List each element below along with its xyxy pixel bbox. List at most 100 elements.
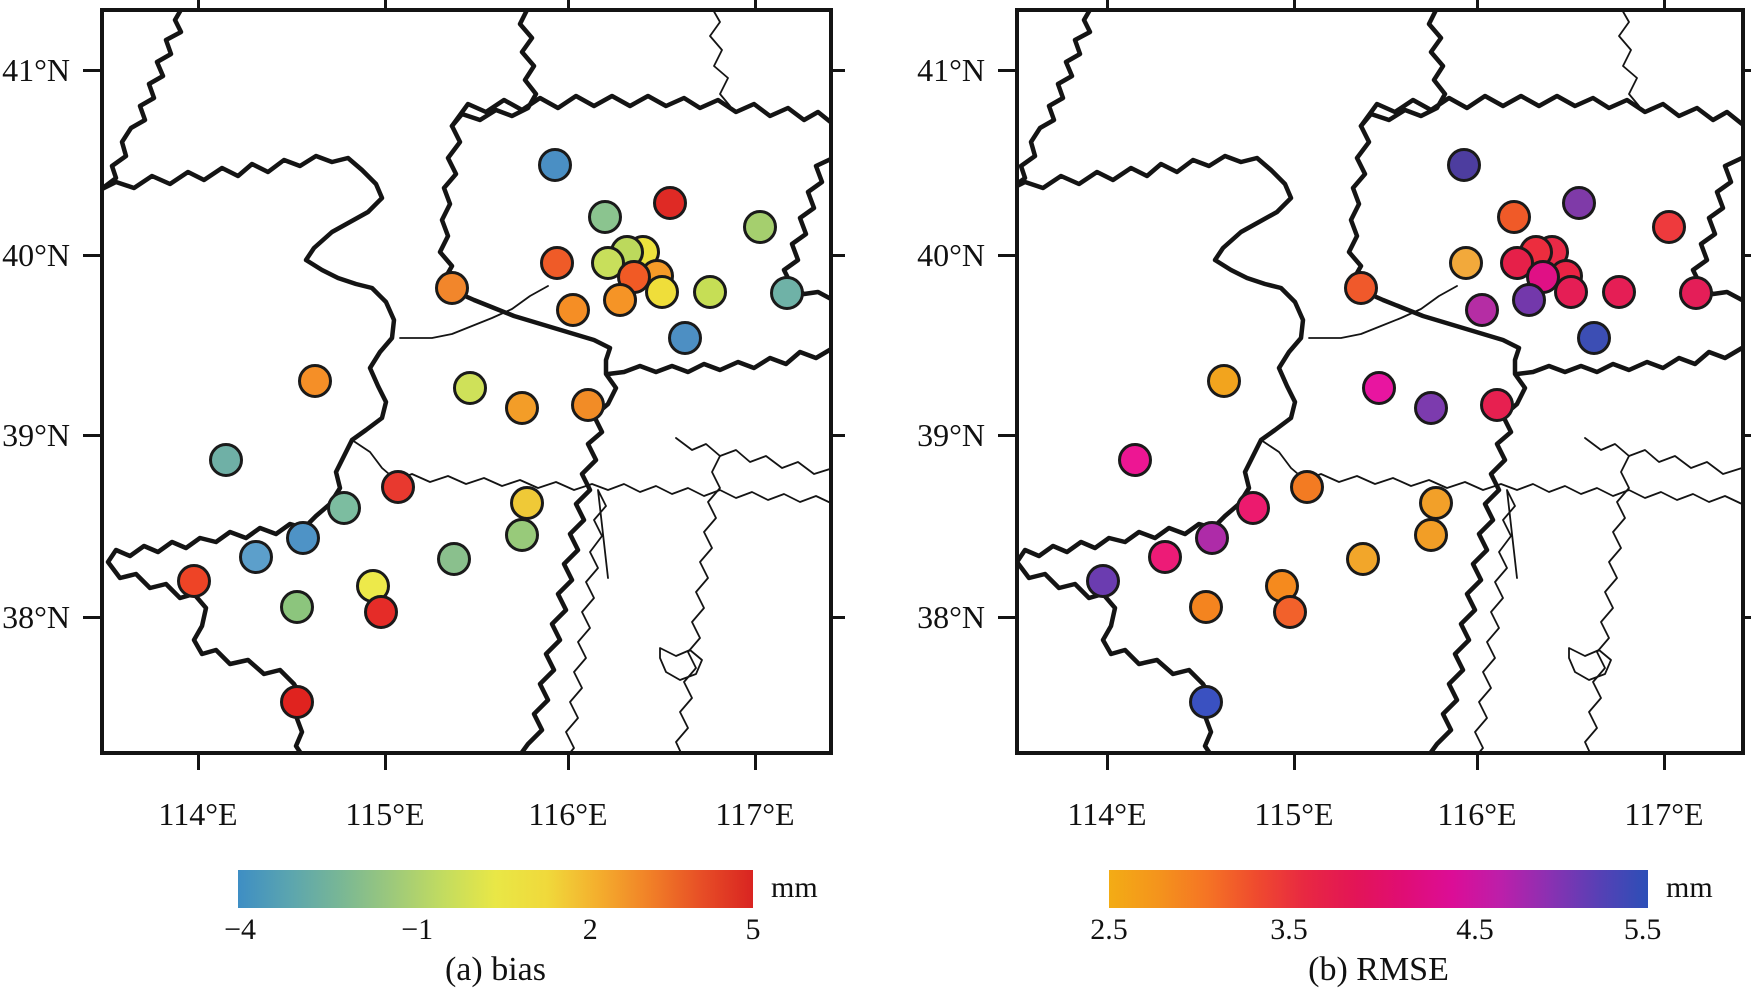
station-dot <box>571 388 605 422</box>
station-dot <box>668 321 702 355</box>
y-axis-tick-right <box>1743 68 1751 72</box>
station-dot <box>280 685 314 719</box>
station-dot <box>1419 486 1453 520</box>
station-dot <box>1652 210 1686 244</box>
station-dot <box>770 276 804 310</box>
x-axis-tick <box>1662 753 1666 770</box>
map-frame <box>1015 8 1745 755</box>
y-axis-label: 38°N <box>917 599 985 635</box>
x-axis-tick <box>753 753 757 770</box>
station-dot <box>1679 276 1713 310</box>
station-dot <box>1449 246 1483 280</box>
station-dot <box>556 293 590 327</box>
y-axis-label: 41°N <box>2 52 70 88</box>
station-dot <box>1148 540 1182 574</box>
station-dot <box>538 148 572 182</box>
colorbar-bias: mm −4 −1 2 5 <box>224 870 818 946</box>
station-dot <box>1602 275 1636 309</box>
colorbar-tick-label: 3.5 <box>1270 913 1308 946</box>
x-axis-label: 114°E <box>1067 796 1147 832</box>
x-axis-tick <box>1105 753 1109 770</box>
map-canvas-a <box>100 8 833 755</box>
y-axis-tick-right <box>831 433 845 437</box>
colorbar-tick-label: 4.5 <box>1456 913 1494 946</box>
station-dot <box>1480 388 1514 422</box>
colorbar-tick-label: 2 <box>582 913 598 946</box>
station-dot <box>435 271 469 305</box>
station-dot <box>1362 371 1396 405</box>
y-axis-tick-right <box>831 68 845 72</box>
x-axis-label: 115°E <box>345 796 425 832</box>
y-axis-tick <box>998 253 1015 257</box>
station-dot <box>540 246 574 280</box>
x-axis-tick-top <box>1292 0 1296 8</box>
station-dot <box>1236 491 1270 525</box>
y-axis-tick-right <box>831 615 845 619</box>
y-axis-label: 40°N <box>917 237 985 273</box>
station-dot <box>1273 595 1307 629</box>
station-dot <box>505 518 539 552</box>
x-axis-tick-top <box>1662 0 1666 8</box>
station-dot <box>645 275 679 309</box>
y-axis-tick-right <box>1743 615 1751 619</box>
map-canvas-b <box>1015 8 1745 755</box>
station-dot <box>1554 275 1588 309</box>
x-axis-tick <box>1475 753 1479 770</box>
station-dot <box>588 200 622 234</box>
station-dots <box>177 148 804 719</box>
station-dot <box>1562 186 1596 220</box>
station-dot <box>603 283 637 317</box>
x-axis-tick <box>196 753 200 770</box>
y-axis-label: 39°N <box>2 417 70 453</box>
y-axis-tick <box>83 433 100 437</box>
colorbar-tick-label: −1 <box>401 913 434 946</box>
station-dot <box>1290 470 1324 504</box>
station-dot <box>1346 542 1380 576</box>
station-dot <box>1189 590 1223 624</box>
station-dot <box>693 275 727 309</box>
station-dot <box>1189 685 1223 719</box>
y-axis-tick-right <box>1743 253 1751 257</box>
station-dot <box>591 246 625 280</box>
station-dot <box>1118 443 1152 477</box>
x-axis-tick-top <box>566 0 570 8</box>
caption-bias: (a) bias <box>444 951 546 988</box>
x-axis-label: 116°E <box>528 796 608 832</box>
colorbar-tick-label: 5.5 <box>1623 913 1662 946</box>
station-dot <box>1207 364 1241 398</box>
station-dot <box>1414 518 1448 552</box>
station-dot <box>286 521 320 555</box>
colorbar-rmse: mm 2.5 3.5 4.5 5.5 <box>1090 870 1713 946</box>
x-axis-label: 114°E <box>158 796 238 832</box>
colorbar-bias-ramp <box>238 870 753 908</box>
map-panel-bias: 114°E 115°E 116°E 117°E 41°N 40°N 39°N 38°N <box>2 0 845 831</box>
station-dot <box>381 470 415 504</box>
station-dot <box>1577 321 1611 355</box>
y-axis-tick-right <box>1743 433 1751 437</box>
y-axis-tick <box>83 615 100 619</box>
station-dot <box>364 595 398 629</box>
station-dot <box>743 210 777 244</box>
map-frame <box>100 8 833 755</box>
station-dot <box>653 186 687 220</box>
colorbar-rmse-unit: mm <box>1666 871 1713 904</box>
station-dot <box>327 491 361 525</box>
station-dot <box>1195 521 1229 555</box>
station-dot <box>298 364 332 398</box>
station-dot <box>437 542 471 576</box>
x-axis-tick-top <box>196 0 200 8</box>
x-axis-tick-top <box>383 0 387 8</box>
station-dot <box>453 371 487 405</box>
station-dot <box>1447 148 1481 182</box>
station-dot <box>209 443 243 477</box>
x-axis-tick-top <box>1475 0 1479 8</box>
map-panel-rmse: 114°E 115°E 116°E 117°E 41°N 40°N 39°N 38°N <box>917 0 1751 831</box>
caption-rmse: (b) RMSE <box>1308 951 1449 988</box>
station-dot <box>510 486 544 520</box>
x-axis-label: 117°E <box>1624 796 1704 832</box>
y-axis-label: 39°N <box>917 417 985 453</box>
x-axis-label: 115°E <box>1254 796 1334 832</box>
y-axis-label: 41°N <box>917 52 985 88</box>
x-axis-tick-top <box>753 0 757 8</box>
